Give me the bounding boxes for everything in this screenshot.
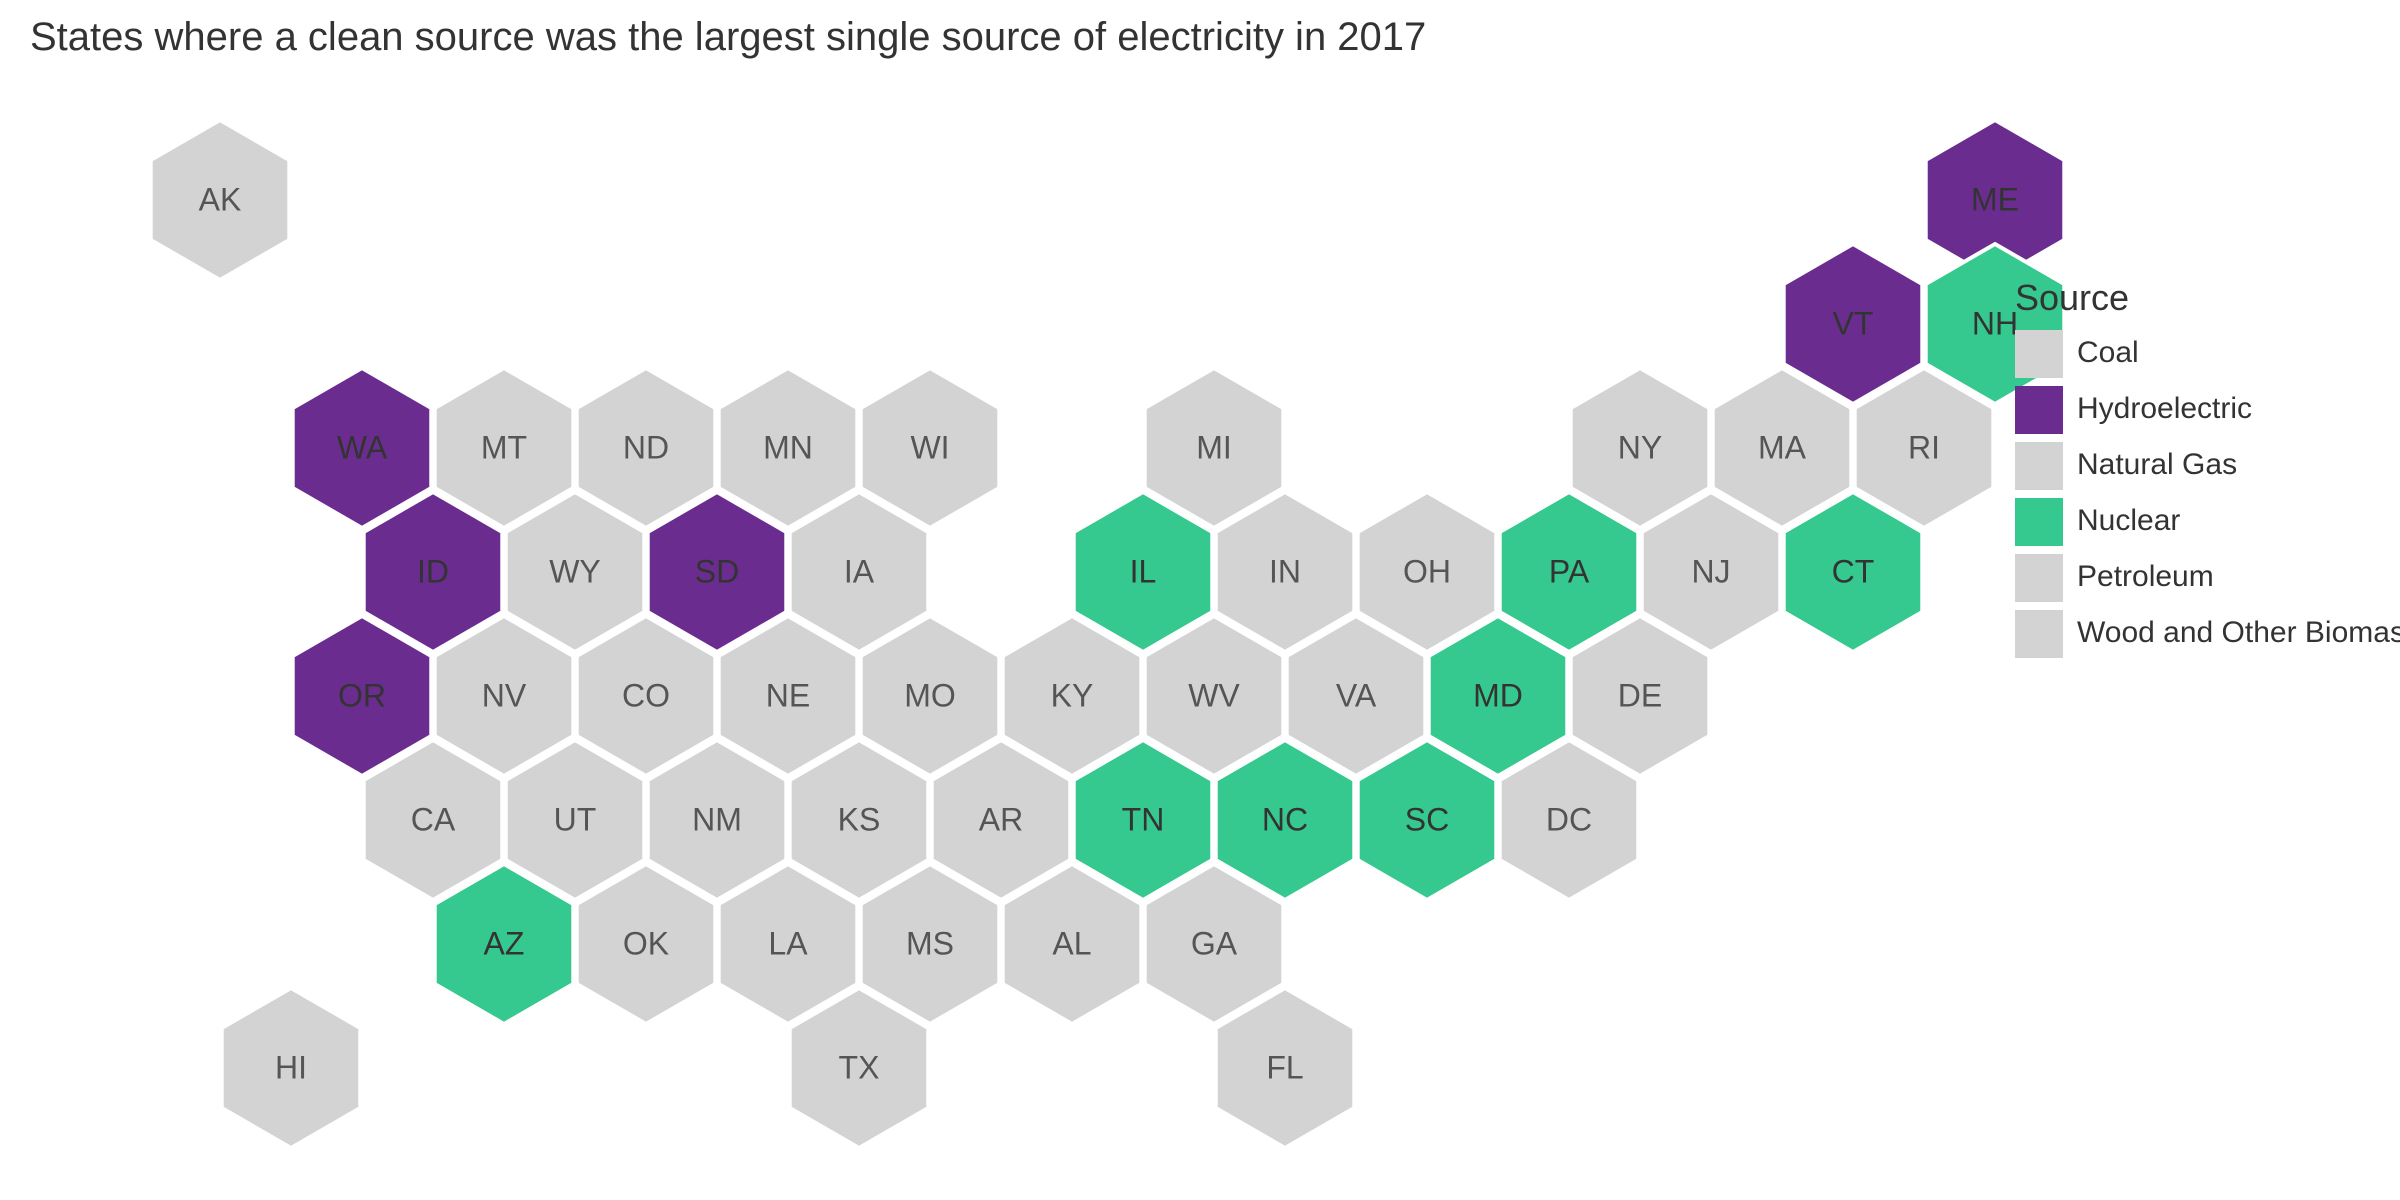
legend-item: Coal — [2015, 330, 2139, 378]
hex-label: ME — [1971, 181, 2019, 217]
hex-label: PA — [1549, 553, 1590, 589]
hex-grid: AK ME VT NH WA MT ND MN WI MI NY MA RI ID WY SD IA IL IN OH… — [151, 120, 2065, 1148]
legend-item: Natural Gas — [2015, 442, 2237, 490]
legend-label: Hydroelectric — [2077, 392, 2252, 425]
hex-label: MN — [763, 429, 813, 465]
hex-label: NJ — [1691, 553, 1730, 589]
hex-label: DE — [1618, 677, 1662, 713]
hex-label: CT — [1832, 553, 1875, 589]
hex-label: WA — [337, 429, 388, 465]
hex-label: KY — [1051, 677, 1094, 713]
hex-label: WY — [549, 553, 601, 589]
hex-label: AK — [199, 181, 242, 217]
hex-label: NH — [1972, 305, 2018, 341]
hex-label: AZ — [484, 925, 525, 961]
legend-swatch — [2015, 386, 2063, 434]
hex-label: GA — [1191, 925, 1238, 961]
legend-swatch — [2015, 498, 2063, 546]
hex-label: VT — [1833, 305, 1874, 341]
legend-label: Coal — [2077, 336, 2139, 369]
legend-item: Wood and Other Biomass — [2015, 610, 2400, 658]
hex-label: MT — [481, 429, 527, 465]
hex-label: CA — [411, 801, 456, 837]
legend-label: Nuclear — [2077, 504, 2180, 537]
legend-swatch — [2015, 442, 2063, 490]
hex-label: IA — [844, 553, 875, 589]
legend-item: Hydroelectric — [2015, 386, 2252, 434]
legend-swatch — [2015, 330, 2063, 378]
hex-cell-hi: HI — [222, 988, 361, 1148]
hex-cell-ak: AK — [151, 120, 290, 280]
hex-label: IN — [1269, 553, 1301, 589]
hex-label: SC — [1405, 801, 1449, 837]
hex-label: ID — [417, 553, 449, 589]
hex-label: TN — [1122, 801, 1165, 837]
hex-label: NE — [766, 677, 810, 713]
hex-label: MA — [1758, 429, 1807, 465]
hex-label: OH — [1403, 553, 1451, 589]
legend-label: Natural Gas — [2077, 448, 2237, 481]
hex-label: WV — [1188, 677, 1240, 713]
hex-label: ND — [623, 429, 669, 465]
hex-label: LA — [768, 925, 808, 961]
hex-label: MS — [906, 925, 954, 961]
hex-label: MO — [904, 677, 956, 713]
chart-title: States where a clean source was the larg… — [30, 15, 1426, 59]
legend-label: Wood and Other Biomass — [2077, 616, 2400, 649]
legend-item: Nuclear — [2015, 498, 2180, 546]
legend: Source Coal Hydroelectric Natural Gas Nuclea… — [2015, 277, 2400, 658]
legend-label: Petroleum — [2077, 560, 2214, 593]
hex-label: AL — [1052, 925, 1091, 961]
hex-label: AR — [979, 801, 1023, 837]
hex-label: MD — [1473, 677, 1523, 713]
hex-label: FL — [1266, 1049, 1303, 1085]
hex-label: IL — [1130, 553, 1157, 589]
hex-label: DC — [1546, 801, 1592, 837]
hex-label: NY — [1618, 429, 1662, 465]
hex-label: OR — [338, 677, 386, 713]
hex-label: MI — [1196, 429, 1232, 465]
hex-label: TX — [839, 1049, 880, 1085]
hex-label: KS — [838, 801, 881, 837]
legend-swatch — [2015, 554, 2063, 602]
hex-label: WI — [910, 429, 949, 465]
legend-swatch — [2015, 610, 2063, 658]
hex-label: RI — [1908, 429, 1940, 465]
hex-map-chart: States where a clean source was the larg… — [0, 0, 2400, 1200]
hex-label: NC — [1262, 801, 1308, 837]
legend-title: Source — [2015, 277, 2129, 318]
hex-label: NM — [692, 801, 742, 837]
hex-label: VA — [1336, 677, 1377, 713]
hex-label: OK — [623, 925, 669, 961]
hex-label: NV — [482, 677, 527, 713]
legend-item: Petroleum — [2015, 554, 2214, 602]
hex-label: UT — [554, 801, 597, 837]
hex-label: SD — [695, 553, 739, 589]
hex-label: CO — [622, 677, 670, 713]
hex-label: HI — [275, 1049, 307, 1085]
